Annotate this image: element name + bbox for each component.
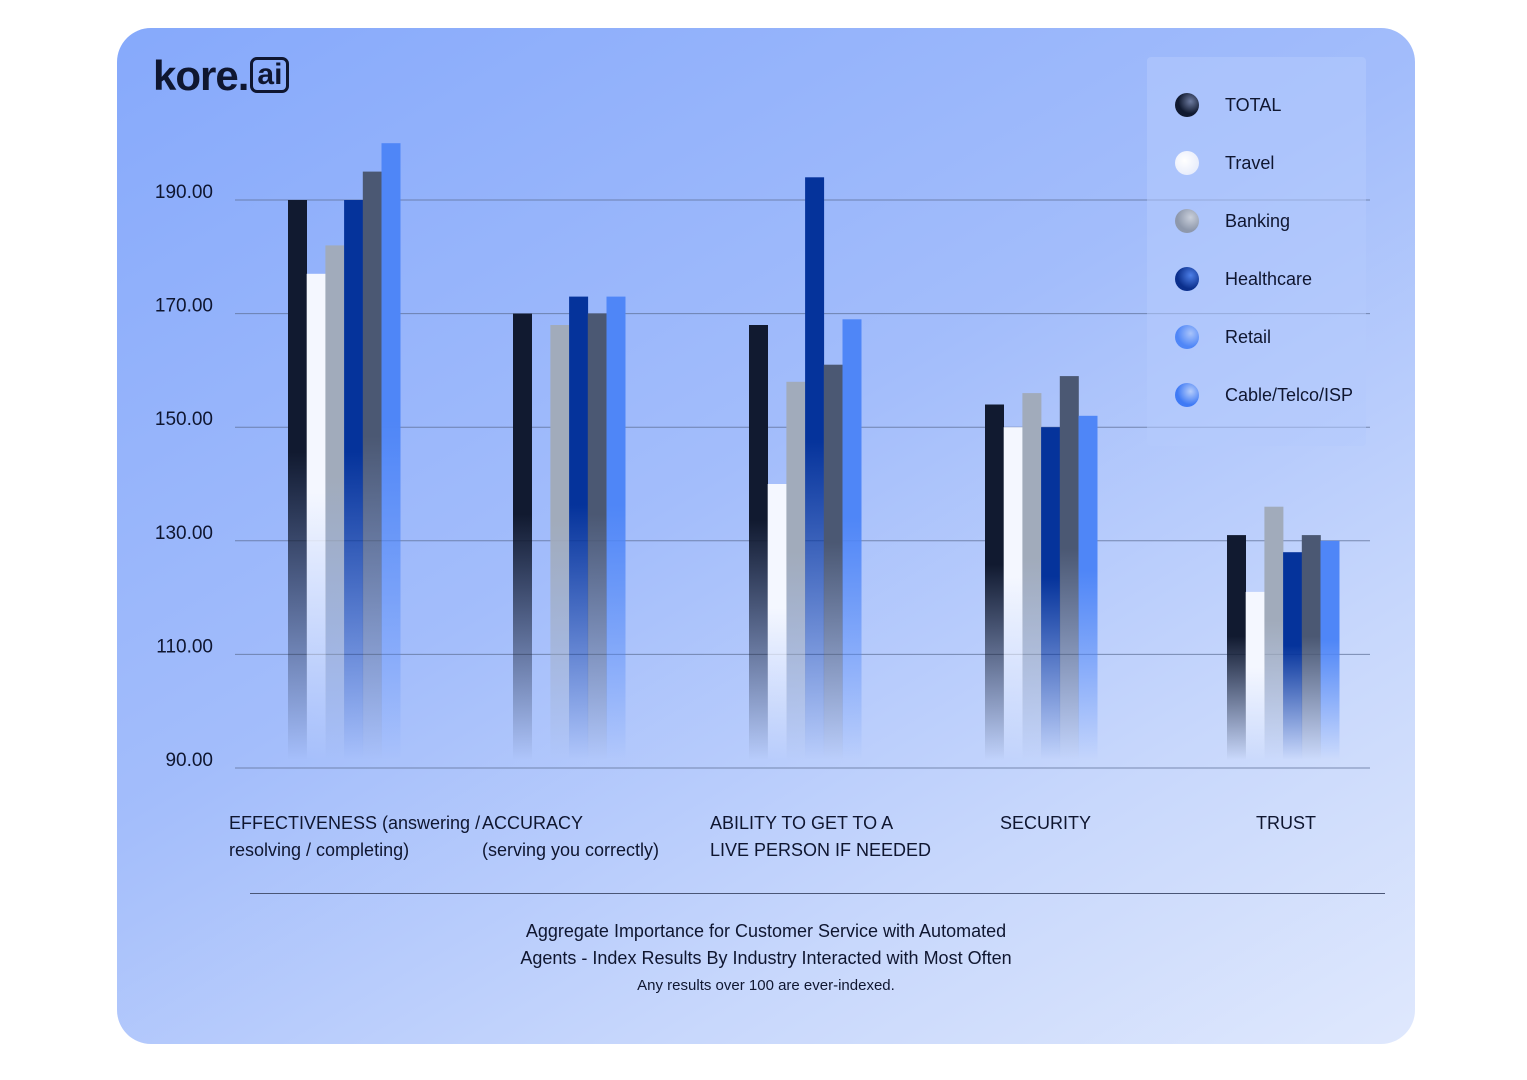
legend-item-healthcare: Healthcare <box>1175 267 1312 291</box>
legend-label: Healthcare <box>1225 268 1313 289</box>
x-category-label: SECURITY <box>1000 810 1091 837</box>
bar-banking-0 <box>325 245 345 760</box>
x-category-label-line: LIVE PERSON IF NEEDED <box>710 840 932 860</box>
x-category-label-line: SECURITY <box>1000 813 1092 833</box>
bar-cable-telco-isp-4 <box>1320 540 1340 760</box>
bar-travel-0 <box>306 273 326 760</box>
bars <box>288 143 1340 761</box>
bar-cable-telco-isp-3 <box>1078 415 1098 760</box>
bar-cable-telco-isp-2 <box>842 319 862 760</box>
x-category-label-line: TRUST <box>1256 813 1316 833</box>
x-category-label: TRUST <box>1256 810 1316 837</box>
bar-retail-3 <box>1059 376 1079 760</box>
bar-travel-3 <box>1003 427 1023 760</box>
bar-healthcare-1 <box>569 296 589 760</box>
y-tick-label: 130.00 <box>155 523 213 544</box>
x-category-label-line: resolving / completing) <box>229 840 410 860</box>
legend-swatch-travel <box>1175 151 1199 175</box>
bar-cable-telco-isp-0 <box>381 143 401 760</box>
legend-item-retail: Retail <box>1175 325 1271 349</box>
x-category-label-line: (serving you correctly) <box>482 840 660 860</box>
bar-total-4 <box>1227 535 1246 760</box>
bar-travel-4 <box>1245 591 1265 760</box>
x-category-label: ABILITY TO GET TO A LIVE PERSON IF NEEDE… <box>710 810 931 864</box>
y-tick-label: 190.00 <box>155 182 213 203</box>
chart-subtitle: Any results over 100 are ever-indexed. <box>637 977 895 994</box>
bar-healthcare-0 <box>344 200 364 760</box>
bar-travel-2 <box>767 484 787 760</box>
legend-label: Retail <box>1225 326 1272 347</box>
x-category-label-line: ABILITY TO GET TO A <box>710 813 894 833</box>
legend-label: Cable/Telco/ISP <box>1225 384 1354 405</box>
legend-item-cable-telco-isp: Cable/Telco/ISP <box>1175 383 1353 407</box>
bar-total-0 <box>288 200 307 760</box>
bar-banking-3 <box>1022 393 1042 760</box>
legend-item-banking: Banking <box>1175 209 1290 233</box>
chart-title-line: Aggregate Importance for Customer Servic… <box>525 921 1007 941</box>
bar-total-3 <box>985 404 1004 760</box>
y-tick-label: 110.00 <box>156 636 213 657</box>
bar-total-2 <box>749 325 768 760</box>
legend-swatch-healthcare <box>1175 267 1199 291</box>
bar-retail-4 <box>1301 535 1321 760</box>
legend-label: Travel <box>1225 152 1275 173</box>
bar-total-1 <box>513 313 532 760</box>
legend-swatch-banking <box>1175 209 1199 233</box>
legend-label: TOTAL <box>1225 94 1282 115</box>
bar-banking-1 <box>550 325 570 760</box>
x-category-label: ACCURACY (serving you correctly) <box>482 810 659 864</box>
bar-retail-2 <box>823 364 843 760</box>
y-tick-label: 150.00 <box>155 409 213 430</box>
bar-banking-2 <box>786 381 806 760</box>
bar-cable-telco-isp-1 <box>606 296 626 760</box>
bar-healthcare-2 <box>805 177 825 761</box>
bar-retail-1 <box>587 313 607 760</box>
legend-swatch-total <box>1175 93 1199 117</box>
divider <box>250 893 1385 894</box>
y-tick-label: 170.00 <box>155 296 213 317</box>
bar-healthcare-4 <box>1283 552 1303 760</box>
bar-retail-0 <box>362 171 382 761</box>
chart-title-line: Agents - Index Results By Industry Inter… <box>520 948 1012 968</box>
legend: TOTAL Travel Banking Healthcare Retail C… <box>1147 57 1366 446</box>
legend-swatch-cable-telco-isp <box>1175 383 1199 407</box>
x-category-label-line: EFFECTIVENESS (answering / <box>229 813 481 833</box>
legend-item-travel: Travel <box>1175 151 1274 175</box>
bar-healthcare-3 <box>1041 427 1061 760</box>
bar-banking-4 <box>1264 506 1284 760</box>
y-axis-ticks: 90.00 110.00 130.00 150.00 170.00 190.00 <box>155 182 213 771</box>
y-tick-label: 90.00 <box>165 750 213 771</box>
chart-caption: Aggregate Importance for Customer Servic… <box>466 918 1066 1000</box>
kore-ai-logo: kore. ai <box>153 52 290 100</box>
x-category-label: EFFECTIVENESS (answering / resolving / c… <box>229 810 480 864</box>
legend-label: Banking <box>1225 210 1291 231</box>
x-category-label-line: ACCURACY <box>482 813 584 833</box>
legend-item-total: TOTAL <box>1175 93 1281 117</box>
legend-swatch-retail <box>1175 325 1199 349</box>
